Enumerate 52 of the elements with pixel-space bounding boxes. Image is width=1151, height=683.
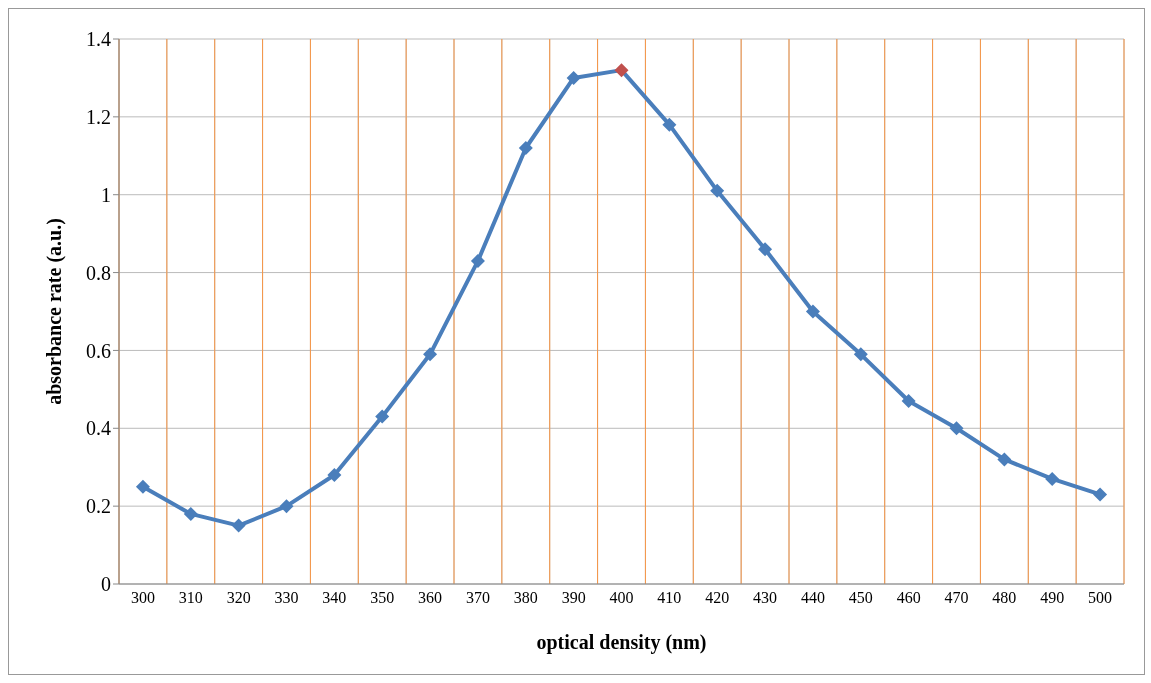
point [279,499,294,514]
point [231,518,246,533]
point [470,253,485,268]
point [901,394,916,409]
point [327,468,342,482]
x-tick-label: 500 [1088,589,1113,607]
y-tick-label: 0.8 [86,261,111,284]
x-tick-label: 360 [418,589,443,607]
x-tick-label: 300 [130,589,155,607]
point [566,70,581,85]
point [805,304,820,319]
point [423,347,438,362]
x-tick-label: 420 [705,589,730,607]
x-tick-label: 340 [322,589,347,607]
point [997,452,1012,467]
x-tick-label: 310 [178,589,203,607]
x-tick-label: 430 [753,589,778,607]
point [135,479,150,494]
x-tick-label: 400 [609,589,634,607]
point [853,347,868,362]
x-tick-label: 410 [657,589,682,607]
x-tick-label: 450 [848,589,873,607]
x-tick-label: 320 [226,589,251,607]
x-tick-label: 330 [274,589,299,607]
x-tick-label: 370 [465,589,490,607]
x-tick-label: 490 [1040,589,1065,607]
point [614,63,629,78]
x-axis-title: optical density (nm) [536,631,707,654]
point [949,421,964,436]
point [518,141,533,155]
point [1093,487,1108,502]
y-tick-label: 1.2 [86,105,111,128]
x-tick-label: 440 [800,589,825,607]
y-tick-label: 1 [101,183,111,206]
y-tick-label: 0.2 [86,495,111,518]
point [758,242,773,257]
y-tick-label: 0 [101,573,111,596]
point [710,183,725,198]
x-tick-label: 390 [561,589,586,607]
x-tick-label: 480 [992,589,1017,607]
point [1045,471,1060,486]
y-tick-label: 1.4 [86,28,111,51]
x-tick-label: 350 [370,589,395,607]
x-tick-label: 470 [944,589,969,607]
y-tick-label: 0.6 [86,339,111,362]
x-tick-label: 380 [513,589,538,607]
point [183,506,198,521]
x-tick-label: 460 [896,589,921,607]
y-tick-label: 0.4 [86,417,111,440]
point [375,409,390,424]
point [662,117,677,132]
y-axis-title: absorbance rate (a.u.) [43,218,67,405]
